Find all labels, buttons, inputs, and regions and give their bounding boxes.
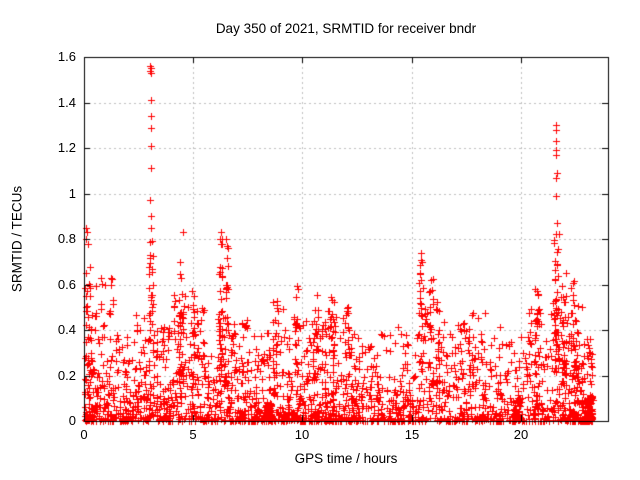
y-tick-label: 1.4: [57, 95, 76, 110]
y-tick-label: 0.2: [57, 368, 76, 383]
y-tick-label: 1.2: [57, 140, 76, 155]
y-tick-label: 0.8: [57, 231, 76, 246]
x-tick-label: 5: [189, 427, 197, 442]
x-tick-label: 10: [294, 427, 310, 442]
y-tick-label: 0.6: [57, 277, 76, 292]
x-axis-label: GPS time / hours: [294, 451, 398, 466]
y-tick-label: 0: [68, 413, 76, 428]
y-tick-label: 1: [68, 186, 76, 201]
y-tick-label: 1.6: [57, 49, 76, 64]
y-axis-label: SRMTID / TECUs: [9, 185, 25, 293]
x-tick-label: 0: [80, 427, 88, 442]
x-tick-label: 15: [404, 427, 420, 442]
chart-title: Day 350 of 2021, SRMTID for receiver bnd…: [215, 21, 477, 36]
x-tick-label: 20: [513, 427, 529, 442]
y-tick-label: 0.4: [57, 322, 76, 337]
